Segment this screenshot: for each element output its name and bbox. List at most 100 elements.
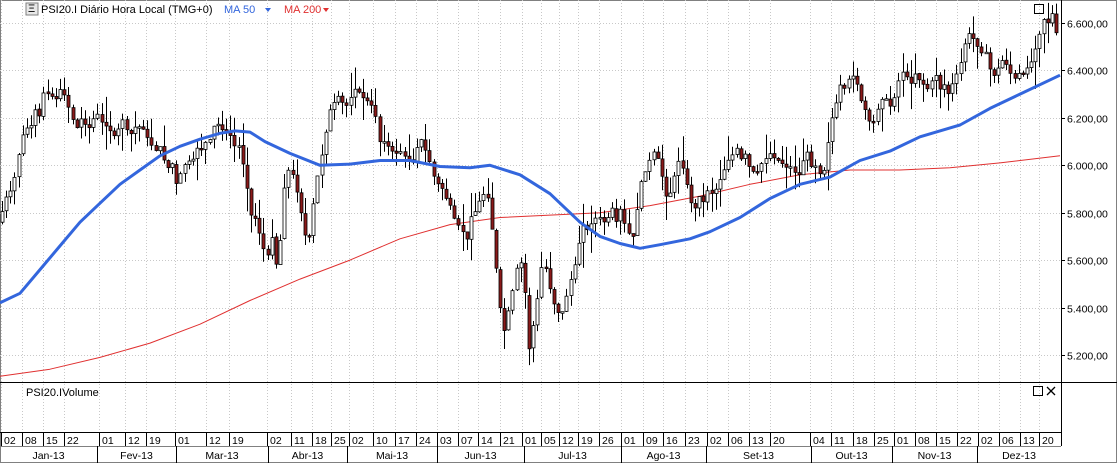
x-month-label: Set-13 (743, 450, 774, 462)
candle-body (934, 75, 939, 81)
candle-body (863, 100, 868, 110)
x-day-label: 01 (624, 435, 636, 447)
candle-body (984, 51, 989, 55)
x-day-label: 17 (398, 435, 410, 447)
candle-body (490, 197, 495, 230)
candle-body (291, 169, 296, 175)
candle-body (544, 266, 549, 270)
candle-body (444, 188, 449, 199)
candle-body (95, 113, 100, 119)
candle-body (340, 95, 345, 103)
x-day-label: 25 (877, 435, 889, 447)
x-day-label: 01 (102, 435, 114, 447)
candle-body (788, 166, 793, 169)
candle-body (797, 172, 802, 176)
candle-body (1033, 48, 1038, 63)
close-icon[interactable] (1046, 386, 1056, 396)
y-tick-label: 6.600,00 (1067, 19, 1108, 31)
candle-body (390, 146, 395, 152)
candle-body (199, 148, 204, 151)
candle-body (50, 93, 55, 97)
candle-body (137, 126, 142, 129)
candle-body (91, 118, 96, 128)
x-month-label: Mar-13 (205, 450, 238, 462)
candle-body (652, 151, 657, 161)
instrument-icon[interactable] (25, 2, 39, 16)
candle-body (174, 164, 179, 184)
candle-body (486, 193, 491, 199)
candle-body (705, 190, 710, 203)
candle-body (311, 203, 316, 236)
candle-body (282, 187, 287, 239)
candle-body (432, 161, 437, 177)
candle-body (569, 279, 574, 296)
caret-down-icon[interactable] (265, 8, 271, 12)
candle-body (896, 80, 901, 98)
candle-body (618, 208, 623, 222)
candle-body (647, 159, 652, 172)
candle-body (129, 130, 134, 135)
candle-body (639, 181, 644, 209)
maximize-icon[interactable] (1034, 4, 1044, 14)
candle-body (178, 173, 183, 184)
candle-body (299, 192, 304, 214)
candle-body (552, 289, 557, 305)
candle-body (307, 235, 312, 238)
x-day-label: 08 (25, 435, 37, 447)
candle-body (950, 83, 955, 94)
candle-body (888, 98, 893, 107)
candle-body (1017, 72, 1022, 79)
x-day-label: 06 (731, 435, 743, 447)
x-day-label: 13 (752, 435, 764, 447)
y-tick-label: 6.200,00 (1067, 114, 1108, 126)
candle-body (664, 176, 669, 197)
x-day-label: 03 (440, 435, 452, 447)
x-month-label: Nov-13 (918, 450, 952, 462)
x-day-label: 19 (581, 435, 593, 447)
candle-body (195, 147, 200, 159)
candle-body (324, 131, 329, 155)
candle-body (286, 169, 291, 188)
ma50-line (0, 73, 1061, 305)
candle-body (245, 164, 250, 189)
candle-body (183, 164, 188, 174)
ma200-legend-label[interactable]: MA 200 (284, 4, 321, 16)
candle-body (108, 125, 113, 132)
x-day-label: 20 (773, 435, 785, 447)
candle-body (602, 217, 607, 223)
caret-down-icon[interactable] (323, 8, 329, 12)
candle-body (867, 109, 872, 122)
ma50-legend-label[interactable]: MA 50 (224, 4, 255, 16)
candle-body (946, 84, 951, 95)
candle-body (216, 123, 221, 127)
candle-body (718, 179, 723, 190)
x-month-label: Abr-13 (292, 450, 324, 462)
candle-body (46, 91, 51, 95)
x-day-label: 24 (419, 435, 431, 447)
candle-body (992, 69, 997, 76)
x-day-label: 10 (376, 435, 388, 447)
candle-body (772, 153, 777, 159)
x-day-label: 11 (294, 435, 305, 447)
candle-body (556, 303, 561, 313)
x-day-label: 02 (981, 435, 993, 447)
candle-body (764, 158, 769, 164)
candle-body (714, 188, 719, 194)
candle-body (461, 224, 466, 233)
candle-body (203, 141, 208, 150)
candle-body (100, 114, 105, 123)
candle-body (25, 127, 30, 135)
x-day-label: 15 (46, 435, 58, 447)
candle-body (830, 117, 835, 142)
candle-body (208, 139, 213, 143)
candle-body (826, 142, 831, 171)
candle-body (614, 208, 619, 222)
x-day-label: 19 (149, 435, 161, 447)
maximize-icon[interactable] (1033, 386, 1043, 396)
candle-body (515, 267, 520, 291)
x-day-label: 02 (4, 435, 16, 447)
candle-body (365, 97, 370, 102)
candle-body (627, 223, 632, 234)
candle-body (278, 240, 283, 265)
